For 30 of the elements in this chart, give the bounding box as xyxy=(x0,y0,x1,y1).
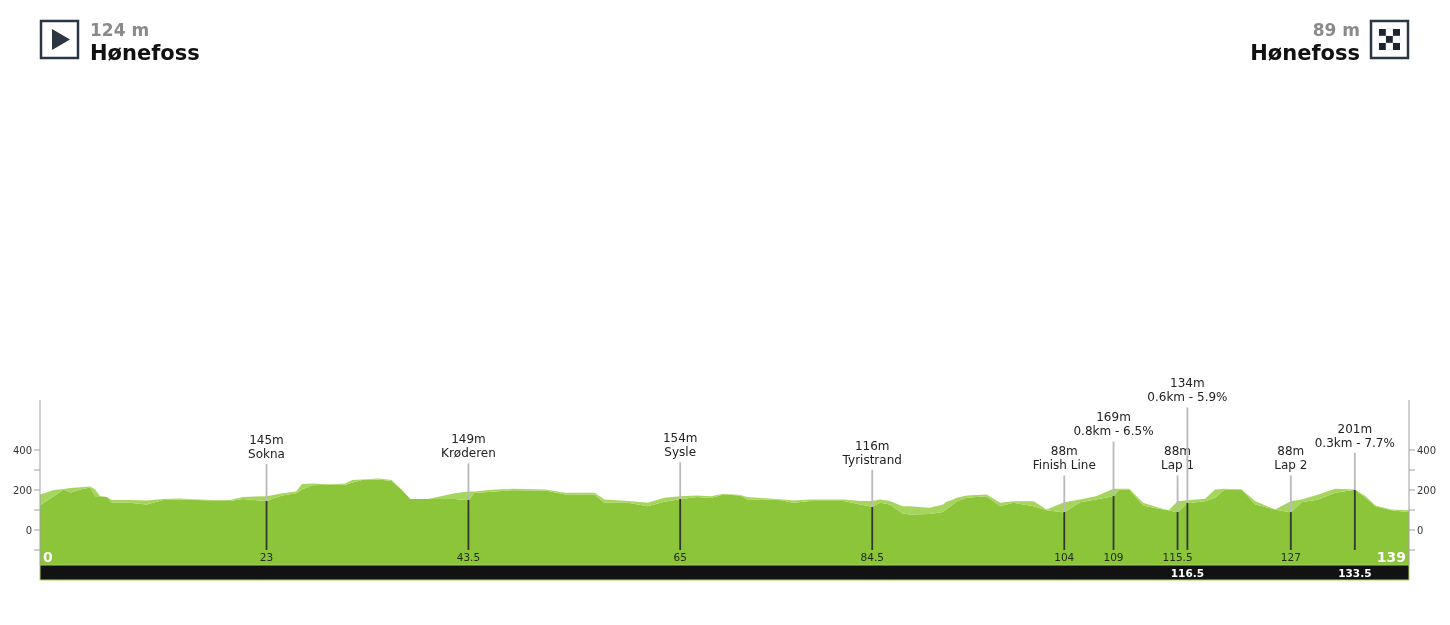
x-tick-label: 65 xyxy=(673,551,687,563)
ref-line-label: 88m Lap 1 xyxy=(1161,444,1195,473)
y-tick-label: 0 xyxy=(25,524,32,536)
y-tick-label: 400 xyxy=(12,444,32,456)
x-tick-label: 115.5 xyxy=(1162,551,1193,563)
ref-line-label: 201m 0.3km - 7.7% xyxy=(1314,421,1395,450)
ref-line-label: 145m Sokna xyxy=(248,433,285,461)
x-tick-label: 23 xyxy=(259,551,274,563)
y-tick-label: 200 xyxy=(12,484,32,496)
ref-line-label: 169m 0.8km - 6.5% xyxy=(1073,410,1154,439)
y2-tick-label: 200 xyxy=(1417,484,1437,496)
ref-line-label: 134m 0.6km - 5.9% xyxy=(1147,376,1228,405)
ref-line-label: 116m Tyristrand xyxy=(841,438,902,467)
x-tick-label: 109 xyxy=(1103,551,1124,563)
ref-line-label: 149m Krøderen xyxy=(441,432,496,461)
y2-tick-label: 0 xyxy=(1417,524,1424,536)
ref-line-label: 88m Finish Line xyxy=(1032,444,1096,473)
x2-tick-label: 116.5 xyxy=(1170,567,1205,579)
annotation: 139 xyxy=(1376,549,1406,565)
x-tick-label: 84.5 xyxy=(860,551,884,563)
ref-line-label: 154m Sysle xyxy=(662,431,698,460)
annotation: 0 xyxy=(43,549,53,565)
text: 124 m Hønefoss xyxy=(90,20,200,65)
y2-tick-label: 400 xyxy=(1417,444,1437,456)
x-tick-label: 43.5 xyxy=(456,551,481,563)
x-tick-label: 127 xyxy=(1280,551,1301,563)
x2-tick-label: 133.5 xyxy=(1338,567,1372,579)
text: 89 m Hønefoss xyxy=(1250,20,1360,65)
x-tick-label: 104 xyxy=(1054,551,1075,563)
ref-line-label: 88m Lap 2 xyxy=(1274,444,1308,473)
